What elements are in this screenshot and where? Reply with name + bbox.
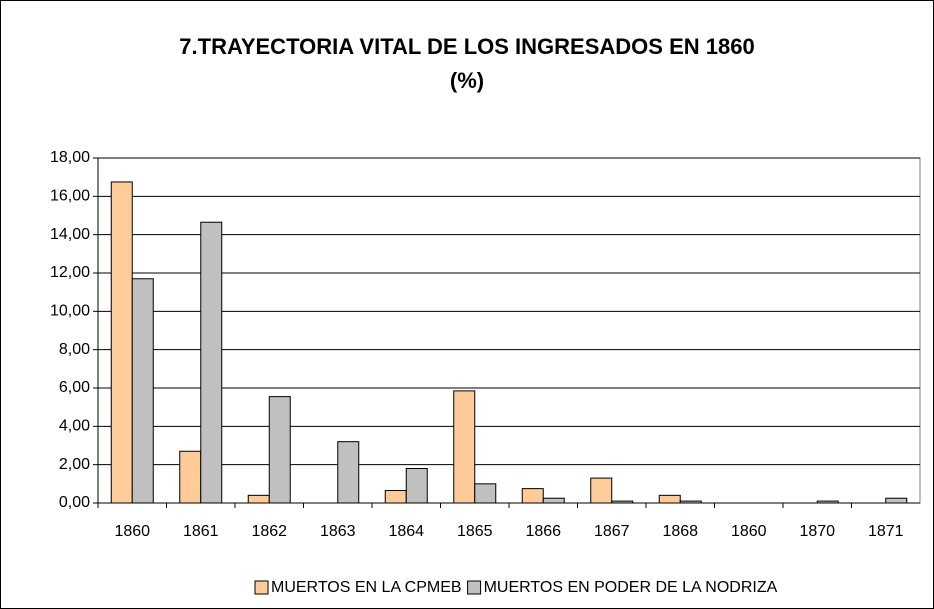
y-tick-label: 14,00: [50, 226, 90, 243]
bar: [679, 500, 702, 504]
x-tick-label: 1865: [457, 523, 493, 540]
bar: [474, 483, 497, 504]
bar: [658, 494, 681, 504]
chart-title: 7.TRAYECTORIA VITAL DE LOS INGRESADOS EN…: [179, 34, 754, 59]
bar: [590, 477, 613, 504]
x-tick-label: 1863: [320, 523, 356, 540]
bar: [110, 181, 133, 504]
bar: [885, 497, 908, 504]
y-tick-label: 4,00: [59, 418, 90, 435]
bar: [611, 500, 634, 504]
bar: [200, 221, 223, 504]
bar: [247, 494, 270, 504]
chart-subtitle: (%): [450, 68, 484, 93]
x-tick-label: 1864: [388, 523, 424, 540]
y-tick-label: 16,00: [50, 188, 90, 205]
bar: [384, 490, 407, 504]
y-tick-label: 2,00: [59, 456, 90, 473]
bar: [816, 500, 839, 504]
bar: [521, 488, 544, 504]
x-tick-label: 1862: [251, 523, 287, 540]
y-tick-label: 10,00: [50, 303, 90, 320]
legend-swatch: [254, 580, 269, 595]
y-tick-label: 0,00: [59, 494, 90, 511]
legend-label: MUERTOS EN LA CPMEB: [271, 579, 462, 596]
x-tick-label: 1867: [594, 523, 630, 540]
bar: [453, 390, 476, 504]
x-tick-label: 1861: [183, 523, 219, 540]
legend-swatch: [467, 580, 482, 595]
y-tick-label: 8,00: [59, 341, 90, 358]
plot-area: [97, 157, 921, 504]
bar: [405, 468, 428, 504]
legend-label: MUERTOS EN PODER DE LA NODRIZA: [484, 579, 778, 596]
bar: [179, 450, 202, 504]
y-tick-label: 18,00: [50, 149, 90, 166]
bar: [542, 497, 565, 504]
x-tick-label: 1866: [525, 523, 561, 540]
x-tick-label: 1860: [731, 523, 767, 540]
x-tick-label: 1860: [114, 523, 150, 540]
y-tick-label: 6,00: [59, 379, 90, 396]
bar: [131, 278, 154, 504]
x-tick-label: 1868: [662, 523, 698, 540]
x-tick-label: 1871: [868, 523, 904, 540]
y-tick-label: 12,00: [50, 264, 90, 281]
x-tick-label: 1870: [799, 523, 835, 540]
bar: [337, 441, 360, 504]
bar: [268, 396, 291, 504]
